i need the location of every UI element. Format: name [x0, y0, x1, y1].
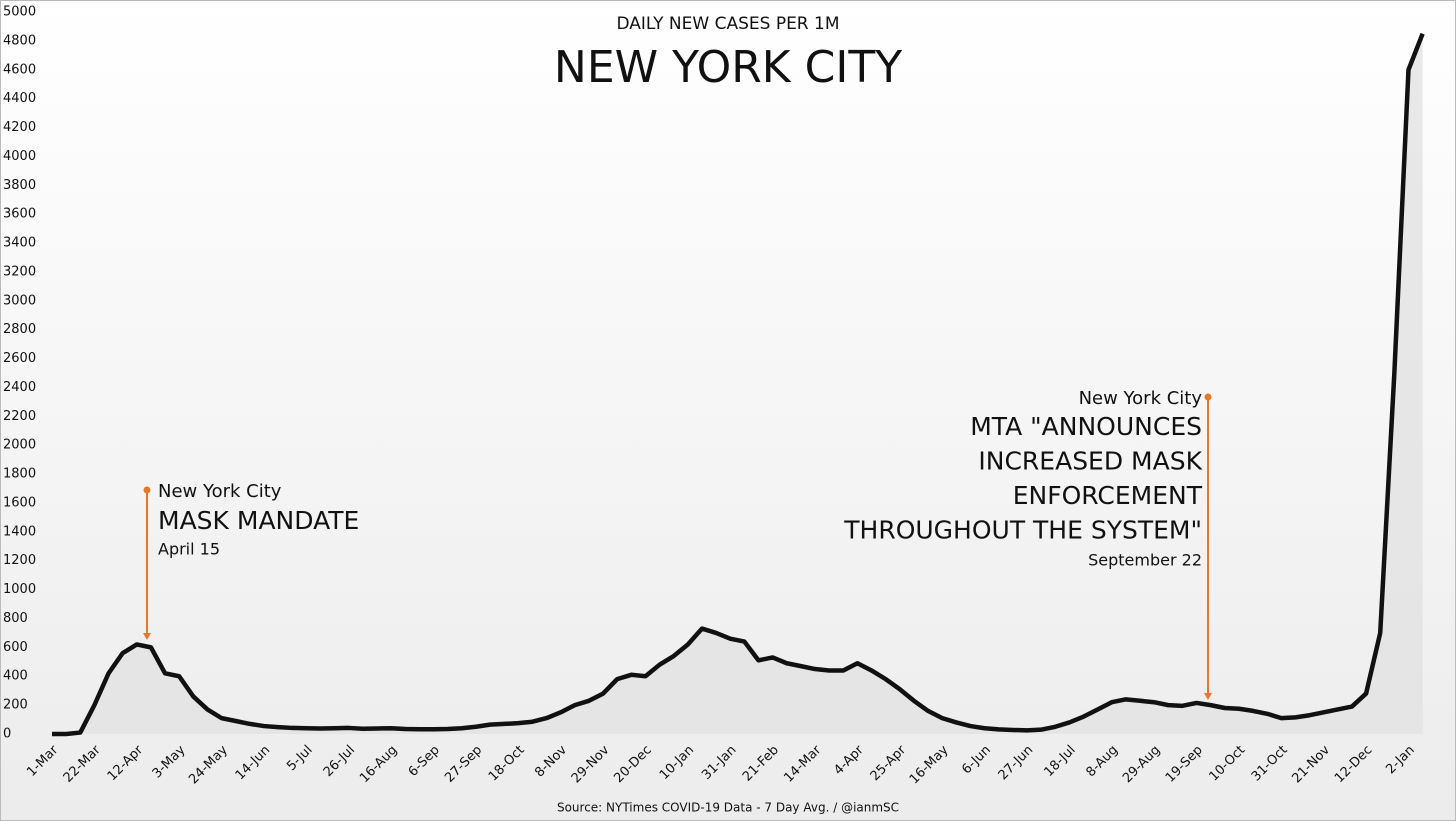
y-tick-label: 800 [3, 611, 28, 626]
y-tick-label: 2800 [3, 322, 36, 337]
annotation-place: New York City [1079, 388, 1203, 409]
y-tick-label: 4800 [3, 33, 36, 48]
y-tick-label: 1000 [3, 582, 36, 597]
y-tick-label: 3800 [3, 178, 36, 193]
y-tick-label: 1600 [3, 495, 36, 510]
y-tick-label: 3600 [3, 207, 36, 222]
y-tick-label: 2200 [3, 409, 36, 424]
y-tick-label: 2400 [3, 380, 36, 395]
source: Source: NYTimes COVID-19 Data - 7 Day Av… [557, 801, 899, 815]
annotation-headline: ENFORCEMENT [1013, 481, 1203, 510]
y-tick-label: 4600 [3, 62, 36, 77]
y-tick-label: 3000 [3, 293, 36, 308]
y-tick-label: 1400 [3, 524, 36, 539]
annotation-dot [143, 486, 151, 494]
chart-title: NEW YORK CITY [554, 42, 902, 93]
annotation-dot [1204, 393, 1212, 401]
y-tick-label: 1800 [3, 467, 36, 482]
y-tick-label: 600 [3, 640, 28, 655]
y-tick-label: 5000 [3, 5, 36, 20]
annotation-headline: INCREASED MASK [978, 447, 1202, 476]
y-tick-label: 1200 [3, 553, 36, 568]
line [52, 32, 1425, 737]
y-tick-label: 0 [3, 727, 11, 742]
y-tick-label: 200 [3, 698, 28, 713]
annotation-headline: MASK MANDATE [158, 506, 359, 535]
y-tick-label: 3200 [3, 264, 36, 279]
y-tick-label: 3400 [3, 236, 36, 251]
y-tick-label: 400 [3, 669, 28, 684]
annotation-date: September 22 [1088, 551, 1202, 570]
y-tick-label: 4000 [3, 149, 36, 164]
annotation-arrow [1204, 693, 1212, 700]
annotation-date: April 15 [158, 540, 220, 559]
annotation-headline: THROUGHOUT THE SYSTEM" [843, 516, 1202, 545]
y-tick-label: 2600 [3, 351, 36, 366]
chart-subtitle: DAILY NEW CASES PER 1M [616, 14, 839, 34]
annotation-arrow [143, 633, 151, 640]
annotation-headline: MTA "ANNOUNCES [970, 412, 1202, 441]
y-tick-label: 4400 [3, 91, 36, 106]
y-tick-label: 4200 [3, 120, 36, 135]
y-tick-label: 2000 [3, 438, 36, 453]
annotation-place: New York City [158, 481, 282, 502]
